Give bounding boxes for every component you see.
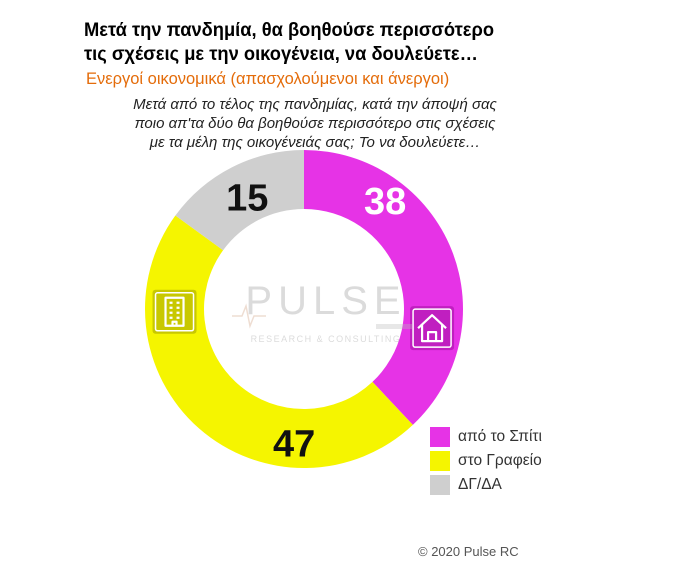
legend-item-1: στο Γραφείο [430, 449, 542, 473]
title-line-2: τις σχέσεις με την οικογένεια, να δουλεύ… [84, 43, 478, 65]
legend-label-1: στο Γραφείο [458, 452, 542, 469]
donut-value-label-1: 47 [273, 424, 315, 466]
question-line-2: ποιο απ'τα δύο θα βοηθούσε περισσότερο σ… [134, 115, 496, 132]
question-line-3: με τα μέλη της οικογένειάς σας; Το να δο… [149, 134, 481, 151]
legend-swatch-1 [430, 451, 450, 471]
question-text: Μετά από το τέλος της πανδημίας, κατά τη… [60, 95, 570, 152]
office-building-icon [152, 289, 197, 334]
donut-slice-0 [304, 150, 463, 425]
legend-item-0: από το Σπίτι [430, 425, 542, 449]
legend-label-2: ΔΓ/ΔΑ [458, 476, 502, 493]
page-title: Μετά την πανδημία, θα βοηθούσε περισσότε… [84, 18, 573, 66]
question-line-1: Μετά από το τέλος της πανδημίας, κατά τη… [133, 96, 497, 113]
watermark-tagline: RESEARCH & CONSULTING [251, 334, 402, 344]
donut-slice-1 [145, 215, 413, 468]
legend-swatch-0 [430, 427, 450, 447]
chart-legend: από το Σπίτι στο Γραφείο ΔΓ/ΔΑ [430, 425, 542, 497]
donut-value-label-0: 38 [364, 181, 406, 223]
legend-label-0: από το Σπίτι [458, 428, 542, 445]
house-icon [410, 306, 455, 351]
legend-item-2: ΔΓ/ΔΑ [430, 473, 542, 497]
legend-swatch-2 [430, 475, 450, 495]
donut-slice-2 [175, 150, 304, 251]
donut-value-label-2: 15 [226, 178, 268, 220]
copyright-text: © 2020 Pulse RC [418, 544, 519, 559]
watermark-brand: PULSE [245, 279, 406, 323]
pulse-watermark-logo: PULSE RESEARCH & CONSULTING [232, 279, 412, 344]
subtitle: Ενεργοί οικονομικά (απασχολούμενοι και ά… [86, 70, 450, 88]
title-line-1: Μετά την πανδημία, θα βοηθούσε περισσότε… [84, 19, 495, 41]
